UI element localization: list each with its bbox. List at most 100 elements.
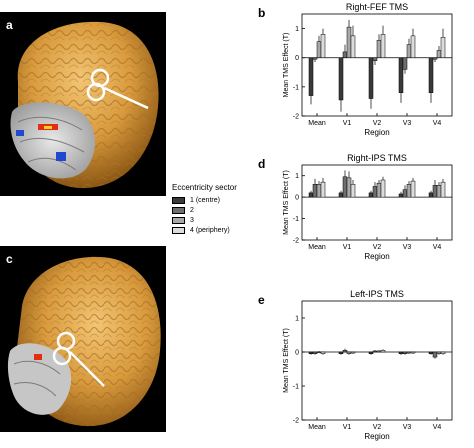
- legend-item: 4 (periphery): [172, 225, 282, 235]
- x-tick-label: V1: [343, 120, 352, 127]
- chart-1: Right-IPS TMS Mean TMS Effect (T)-2 -1 0 1 Re…: [283, 153, 453, 261]
- brain-image-c: c: [0, 246, 166, 432]
- bar: [368, 351, 374, 354]
- bar: [308, 57, 314, 96]
- bar: [320, 351, 326, 354]
- bar: [428, 351, 434, 354]
- bar: [380, 34, 386, 58]
- legend-item: 1 (centre): [172, 195, 282, 205]
- chart-title: Right-IPS TMS: [347, 153, 407, 163]
- y-axis-label: Mean TMS Effect (T): [283, 170, 290, 235]
- bar: [380, 350, 386, 353]
- bar: [316, 184, 322, 198]
- chart-0: Right-FEF TMS Mean TMS Effect (T) -2 -1 0 1 Re…: [283, 2, 453, 137]
- legend-label: 3: [190, 216, 194, 224]
- x-tick-label: V2: [373, 244, 382, 251]
- y-tick-label: 1: [295, 26, 299, 33]
- bar: [410, 180, 416, 198]
- plot-frame: [301, 164, 453, 241]
- bar: [432, 57, 438, 60]
- brain-render-a: [10, 21, 159, 189]
- chart-2: Left-IPS TMS Mean TMS Effect (T) -2 -1 0 1 Reg…: [283, 289, 453, 441]
- bar: [398, 351, 404, 354]
- bar: [316, 351, 322, 354]
- bar: [402, 57, 408, 70]
- bar: [372, 57, 378, 61]
- activation-blue-a: [16, 130, 24, 136]
- x-tick-label: V4: [433, 424, 442, 431]
- bar: [320, 181, 326, 198]
- x-tick-label: Mean: [308, 424, 326, 431]
- legend-item: 3: [172, 215, 282, 225]
- bar: [342, 350, 348, 353]
- x-axis-label: Region: [364, 252, 389, 261]
- brain-render-c: [7, 256, 161, 427]
- y-tick-label: -1: [293, 216, 299, 223]
- bar: [350, 184, 356, 198]
- chart-title: Left-IPS TMS: [350, 289, 404, 299]
- bar: [398, 57, 404, 93]
- x-axis-label: Region: [364, 432, 389, 441]
- bar: [308, 351, 314, 354]
- bar: [410, 351, 416, 354]
- chart-title: Right-FEF TMS: [346, 2, 408, 12]
- y-tick-label: 0: [295, 195, 299, 202]
- bar: [410, 35, 416, 58]
- bar: [350, 35, 356, 58]
- bar: [432, 185, 438, 198]
- brain-image-a: a: [0, 12, 166, 196]
- bar: [376, 39, 382, 58]
- legend-swatch: [172, 206, 185, 214]
- y-tick-label: -1: [293, 84, 299, 91]
- panel-label-a: a: [6, 18, 13, 32]
- legend-label: 4 (periphery): [190, 226, 230, 234]
- bar: [406, 184, 412, 198]
- bar: [436, 351, 442, 354]
- bar: [432, 351, 438, 358]
- y-tick-label: -1: [293, 384, 299, 391]
- bar: [436, 50, 442, 58]
- legend-swatch: [172, 216, 185, 224]
- activation-red-c: [34, 354, 42, 360]
- bar: [406, 351, 412, 354]
- y-tick-label: 0: [295, 55, 299, 62]
- y-tick-label: 0: [295, 350, 299, 357]
- x-tick-label: V1: [343, 424, 352, 431]
- legend-item: 2: [172, 205, 282, 215]
- bar: [372, 186, 378, 198]
- panel-label-c: c: [6, 252, 13, 266]
- legend-title: Eccentricity sector: [172, 183, 237, 192]
- bar: [316, 41, 322, 58]
- bar: [346, 351, 352, 354]
- bar: [440, 181, 446, 198]
- x-tick-label: V3: [403, 424, 412, 431]
- bar: [312, 184, 318, 198]
- y-tick-label: 1: [295, 316, 299, 323]
- bar: [346, 26, 352, 58]
- legend-swatch: [172, 196, 185, 204]
- bar: [368, 192, 374, 198]
- panel-label-e: e: [258, 293, 265, 307]
- x-tick-label: V4: [433, 120, 442, 127]
- bar: [342, 176, 348, 198]
- y-tick-label: -2: [293, 418, 299, 425]
- bar: [342, 51, 348, 58]
- bar: [350, 351, 356, 354]
- bar: [338, 351, 344, 354]
- bar: [312, 351, 318, 354]
- bar: [398, 193, 404, 198]
- bar: [338, 192, 344, 198]
- bar: [368, 57, 374, 99]
- x-tick-label: V2: [373, 424, 382, 431]
- bar: [372, 350, 378, 353]
- y-tick-label: -2: [293, 238, 299, 245]
- legend-label: 2: [190, 206, 194, 214]
- bar: [380, 179, 386, 198]
- plot-frame: [301, 300, 453, 421]
- x-tick-label: V3: [403, 120, 412, 127]
- bar: [338, 57, 344, 101]
- bar: [320, 34, 326, 58]
- bar: [440, 37, 446, 58]
